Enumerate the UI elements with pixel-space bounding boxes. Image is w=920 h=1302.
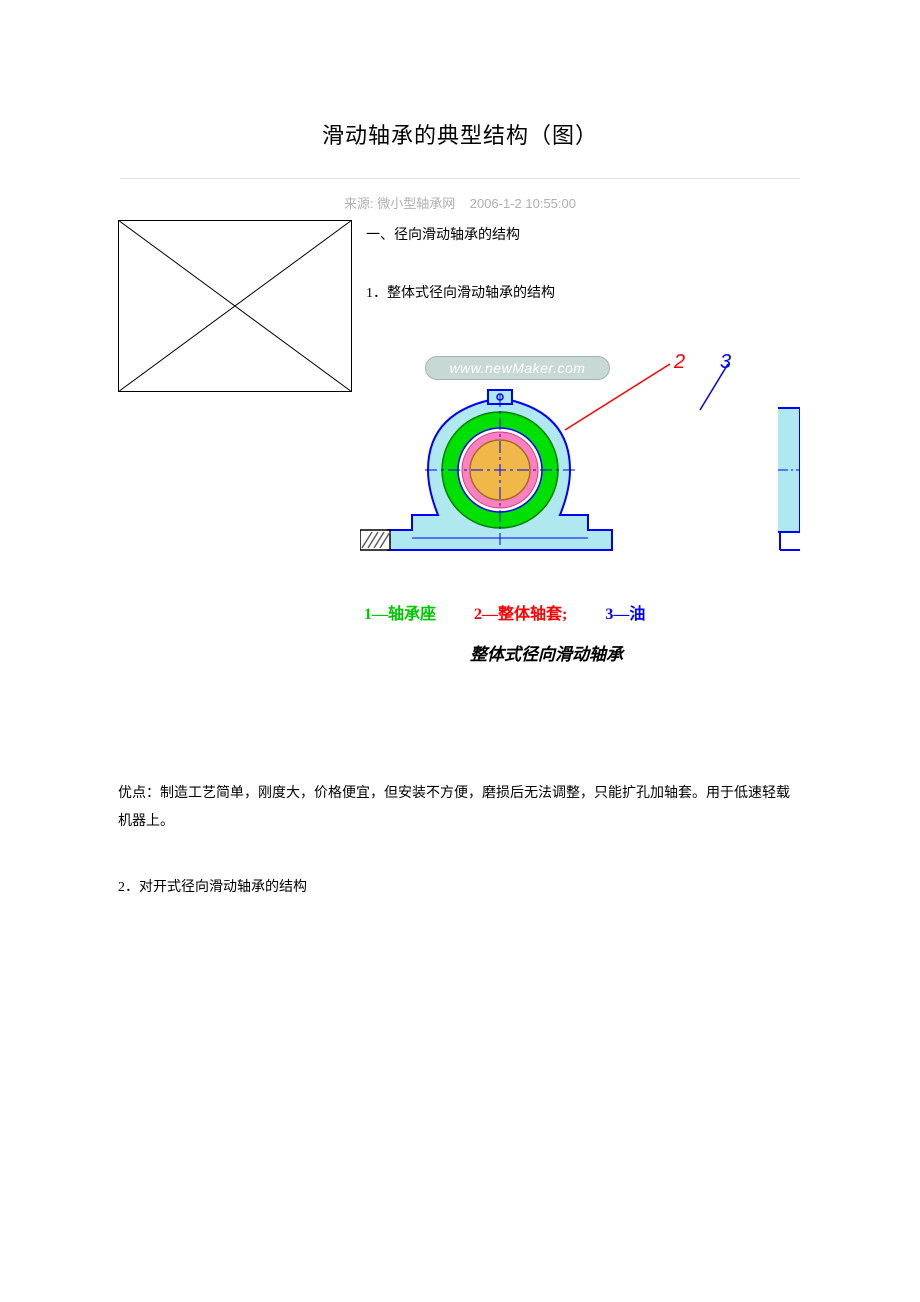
bearing-diagram: www.newMaker.com	[360, 350, 800, 660]
paragraph-advantages: 优点：制造工艺简单，刚度大，价格便宜，但安装不方便，磨损后无法调整，只能扩孔加轴…	[118, 780, 798, 836]
image-placeholder	[118, 220, 352, 392]
section-heading-1: 一、径向滑动轴承的结构	[366, 224, 520, 244]
diagram-label-2: 2	[673, 351, 685, 373]
subsection-heading-2: 2．对开式径向滑动轴承的结构	[118, 876, 307, 896]
legend-item-3: 3—油	[605, 606, 645, 623]
source-date: 2006-1-2 10:55:00	[470, 196, 576, 211]
page-title: 滑动轴承的典型结构（图）	[0, 0, 920, 150]
placeholder-x-icon	[119, 221, 351, 391]
source-line: 来源: 微小型轴承网 2006-1-2 10:55:00	[0, 193, 920, 212]
watermark-badge: www.newMaker.com	[425, 356, 610, 380]
subsection-heading-1: 1．整体式径向滑动轴承的结构	[366, 282, 555, 302]
side-view	[778, 408, 800, 550]
divider-line	[120, 178, 800, 179]
diagram-legend: 1—轴承座 2—整体轴套; 3—油	[364, 600, 645, 624]
legend-item-1: 1—轴承座	[364, 606, 436, 623]
source-prefix: 来源:	[344, 196, 374, 211]
bearing-svg: 2 3	[360, 350, 800, 610]
bolt-left	[360, 530, 390, 550]
source-name: 微小型轴承网	[377, 196, 455, 211]
diagram-label-3: 3	[720, 351, 731, 373]
diagram-title: 整体式径向滑动轴承	[470, 640, 623, 665]
legend-item-2: 2—整体轴套;	[474, 606, 567, 623]
